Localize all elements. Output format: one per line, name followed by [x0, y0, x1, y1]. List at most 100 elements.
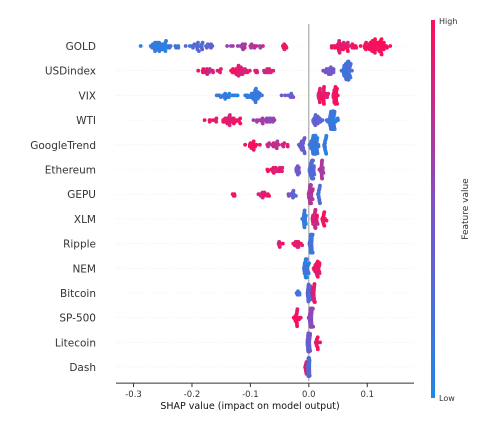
shap-point	[317, 261, 322, 266]
shap-point	[285, 144, 290, 149]
shap-point	[310, 197, 315, 202]
shap-point	[324, 133, 329, 138]
shap-point	[324, 218, 329, 223]
feature-label: GEPU	[67, 189, 96, 201]
shap-point	[280, 165, 285, 170]
shap-point	[261, 44, 265, 48]
feature-label: GoogleTrend	[30, 140, 96, 152]
colorbar-high-label: High	[439, 17, 457, 26]
shap-point	[266, 144, 270, 149]
shap-point	[291, 188, 296, 193]
feature-label: SP-500	[59, 313, 96, 325]
shap-point	[348, 62, 353, 66]
shap-point	[341, 47, 346, 52]
shap-point	[335, 86, 339, 91]
shap-point	[138, 44, 143, 48]
shap-point	[303, 213, 308, 218]
shap-point	[388, 44, 393, 48]
shap-point	[210, 44, 215, 48]
shap-point	[307, 261, 311, 266]
shap-point	[385, 45, 389, 50]
shap-point	[312, 172, 317, 177]
shap-point	[316, 144, 321, 149]
x-tick-label: 0.0	[302, 390, 316, 400]
shap-point	[310, 187, 315, 192]
shap-point	[295, 307, 300, 312]
shap-point	[313, 300, 317, 304]
feature-label: Litecoin	[55, 337, 96, 349]
shap-point	[332, 127, 337, 131]
x-tick-label: -0.1	[242, 390, 259, 400]
shap-point	[256, 95, 261, 99]
shap-point	[320, 165, 325, 170]
shap-point	[324, 151, 329, 156]
feature-label: Dash	[69, 362, 96, 374]
feature-label: Ripple	[63, 239, 96, 251]
feature-label: USDindex	[45, 66, 96, 78]
row-guides	[116, 45, 414, 368]
shap-point	[304, 275, 309, 280]
shap-point	[291, 95, 296, 99]
shap-point	[164, 39, 168, 43]
shap-point	[308, 297, 312, 302]
shap-point	[297, 292, 302, 297]
shap-point	[381, 40, 386, 45]
shap-point	[284, 45, 289, 50]
shap-point	[315, 213, 319, 218]
shap-point	[271, 68, 276, 73]
shap-point	[274, 146, 279, 151]
shap-point	[183, 44, 188, 48]
shap-point	[315, 274, 320, 279]
shap-point	[304, 257, 309, 262]
beeswarm-dots	[138, 37, 393, 378]
shap-point	[279, 93, 284, 98]
shap-point	[200, 47, 205, 52]
shap-point	[332, 109, 337, 114]
shap-point	[311, 158, 315, 163]
shap-point	[373, 37, 377, 42]
shap-point	[307, 358, 312, 363]
shap-point	[358, 44, 363, 48]
shap-point	[176, 45, 181, 50]
shap-point	[227, 113, 232, 117]
shap-point	[200, 40, 205, 45]
shap-point	[308, 332, 313, 336]
shap-point	[315, 222, 320, 226]
shap-point	[310, 232, 315, 237]
shap-point	[196, 49, 201, 53]
shap-point	[302, 151, 307, 156]
shap-point	[282, 141, 287, 146]
feature-label: WTI	[76, 115, 96, 127]
shap-point	[253, 100, 258, 105]
feature-label: Bitcoin	[60, 288, 96, 300]
shap-point	[308, 284, 313, 289]
shap-point	[307, 373, 312, 378]
shap-point	[230, 44, 235, 48]
shap-point	[302, 136, 307, 140]
shap-point	[313, 226, 318, 230]
feature-label: XLM	[74, 214, 96, 226]
shap-point	[235, 93, 240, 98]
shap-point	[379, 37, 384, 42]
shap-point	[306, 271, 311, 276]
x-tick-label: -0.2	[184, 390, 201, 400]
shap-point	[311, 176, 316, 181]
shap-point	[291, 195, 295, 200]
shap-point	[320, 158, 325, 163]
shap-point	[321, 171, 326, 175]
shap-point	[317, 271, 322, 276]
shap-point	[337, 50, 342, 55]
shap-point	[311, 306, 315, 311]
shap-point	[276, 142, 281, 147]
shap-point	[251, 139, 256, 144]
shap-point	[346, 49, 350, 53]
shap-point	[335, 102, 340, 106]
shap-point	[350, 68, 354, 73]
shap-point	[211, 70, 216, 75]
shap-point	[364, 40, 369, 45]
shap-point	[354, 45, 359, 50]
shap-point	[208, 118, 213, 122]
shap-point	[251, 118, 256, 122]
shap-point	[254, 44, 259, 48]
shap-point	[211, 118, 216, 122]
